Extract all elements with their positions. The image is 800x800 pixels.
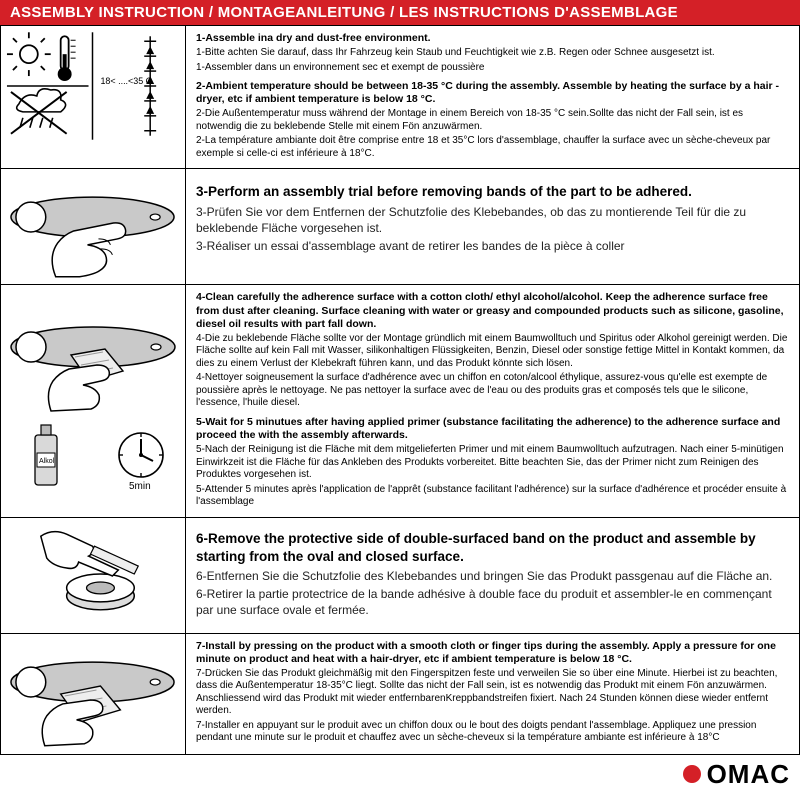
step-row-4: 6-Remove the protective side of double-s… [0, 518, 800, 634]
step-1-text: 1-Assemble ina dry and dust-free environ… [186, 26, 799, 168]
step-row-3: Alkol 5min 4-Clean carefully the adheren… [0, 285, 800, 517]
s5-en: 5-Wait for 5 minutues after having appli… [196, 416, 789, 442]
s6-fr: 6-Retirer la partie protectrice de la ba… [196, 586, 789, 618]
s7-en: 7-Install by pressing on the product wit… [196, 640, 789, 666]
s1-fr1: 1-Assembler dans un environnement sec et… [196, 62, 789, 75]
step-5-text: 7-Install by pressing on the product wit… [186, 634, 799, 754]
brand-logo: OMAC [683, 759, 790, 790]
s4-de: 4-Die zu beklebende Fläche sollte vor de… [196, 333, 789, 371]
s4-fr: 4-Nettoyer soigneusement la surface d'ad… [196, 372, 789, 410]
s2-fr: 2-La température ambiante doit être comp… [196, 135, 789, 160]
s5-de: 5-Nach der Reinigung ist die Fläche mit … [196, 444, 789, 482]
svg-text:Alkol: Alkol [39, 458, 55, 465]
step-2-text: 3-Perform an assembly trial before remov… [186, 169, 799, 284]
s2-de: 2-Die Außentemperatur muss während der M… [196, 108, 789, 133]
logo-text: OMAC [707, 759, 790, 790]
step-row-2: 3-Perform an assembly trial before remov… [0, 169, 800, 285]
step-row-1: 18< ....<35 C 1-Assemble ina dry and dus… [0, 25, 800, 169]
s1-de1: 1-Bitte achten Sie darauf, dass Ihr Fahr… [196, 47, 789, 60]
s5-fr: 5-Attender 5 minutes après l'application… [196, 484, 789, 509]
step-4-icon [1, 518, 186, 633]
step-2-icon [1, 169, 186, 284]
s3-de: 3-Prüfen Sie vor dem Entfernen der Schut… [196, 204, 789, 236]
svg-text:18< ....<35 C: 18< ....<35 C [100, 76, 152, 86]
svg-text:5min: 5min [129, 481, 151, 492]
s7-fr: 7-Installer en appuyant sur le produit a… [196, 720, 789, 745]
s4-en: 4-Clean carefully the adherence surface … [196, 291, 789, 330]
step-3-icon: Alkol 5min [1, 285, 186, 516]
step-3-text: 4-Clean carefully the adherence surface … [186, 285, 799, 516]
footer: OMAC [0, 755, 800, 790]
s3-fr: 3-Réaliser un essai d'assemblage avant d… [196, 238, 789, 254]
s2-en: 2-Ambient temperature should be between … [196, 80, 789, 106]
s1-en1: 1-Assemble ina dry and dust-free environ… [196, 32, 789, 45]
s7-de: 7-Drücken Sie das Produkt gleichmäßig mi… [196, 668, 789, 718]
step-1-icon: 18< ....<35 C [1, 26, 186, 168]
s3-en: 3-Perform an assembly trial before remov… [196, 183, 789, 201]
step-4-text: 6-Remove the protective side of double-s… [186, 518, 799, 633]
step-5-icon [1, 634, 186, 754]
s6-en: 6-Remove the protective side of double-s… [196, 530, 789, 566]
page-title: ASSEMBLY INSTRUCTION / MONTAGEANLEITUNG … [0, 0, 800, 25]
logo-dot-icon [683, 765, 701, 783]
s6-de: 6-Entfernen Sie die Schutzfolie des Kleb… [196, 568, 789, 584]
step-row-5: 7-Install by pressing on the product wit… [0, 634, 800, 755]
